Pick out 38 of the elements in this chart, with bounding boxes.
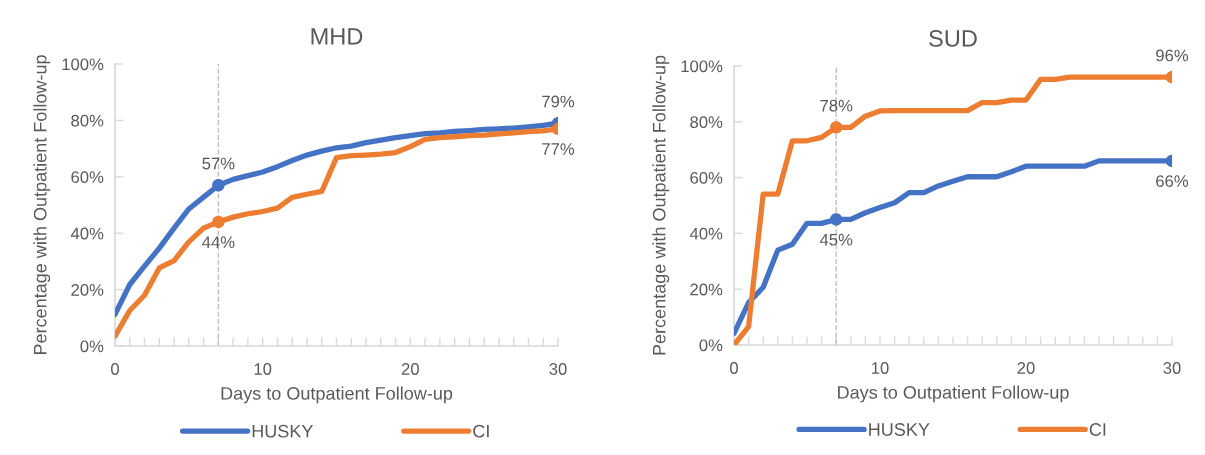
data-label: 77% (542, 143, 575, 155)
x-tick-label: 30 (549, 363, 567, 375)
y-axis-title: Percentage with Outpatient Follow-up (652, 55, 670, 355)
y-tick-label: 20% (690, 283, 723, 296)
legend-label: CI (1089, 423, 1106, 436)
x-tick-label: 20 (1017, 362, 1035, 374)
y-tick-label: 100% (681, 60, 723, 73)
chart-title: MHD (311, 28, 363, 45)
x-tick-label: 10 (254, 363, 272, 375)
data-label: 96% (1156, 49, 1189, 62)
y-tick-label: 60% (690, 172, 723, 184)
y-tick-label: 0% (699, 339, 723, 352)
data-label: 57% (202, 157, 235, 170)
data-label: 78% (820, 99, 853, 112)
x-tick-label: 0 (111, 363, 119, 375)
y-tick-label: 80% (71, 114, 104, 127)
y-tick-label: 40% (689, 227, 723, 240)
x-tick-label: 0 (730, 362, 738, 374)
legend-label: CI (473, 424, 489, 438)
data-label: 66% (1156, 175, 1189, 187)
y-tick-label: 20% (71, 284, 104, 296)
y-tick-label: 0% (80, 340, 104, 353)
chart-title: SUD (929, 30, 977, 47)
y-tick-label: 40% (70, 227, 104, 240)
x-tick-label: 20 (401, 363, 419, 375)
y-tick-label: 100% (62, 58, 104, 71)
data-label: 45% (819, 233, 853, 246)
legend-label: HUSKY (869, 423, 930, 436)
x-axis-title: Days to Outpatient Follow-up (221, 386, 453, 404)
x-tick-label: 30 (1163, 362, 1181, 374)
y-tick-label: 80% (690, 116, 723, 128)
x-axis-title: Days to Outpatient Follow-up (838, 385, 1069, 403)
x-tick-label: 10 (872, 362, 889, 374)
y-axis-title: Percentage with Outpatient Follow-up (33, 55, 51, 355)
data-label: 79% (542, 95, 575, 108)
legend-label: HUSKY (252, 424, 314, 438)
data-label: 44% (202, 236, 235, 248)
y-tick-label: 60% (71, 171, 104, 183)
